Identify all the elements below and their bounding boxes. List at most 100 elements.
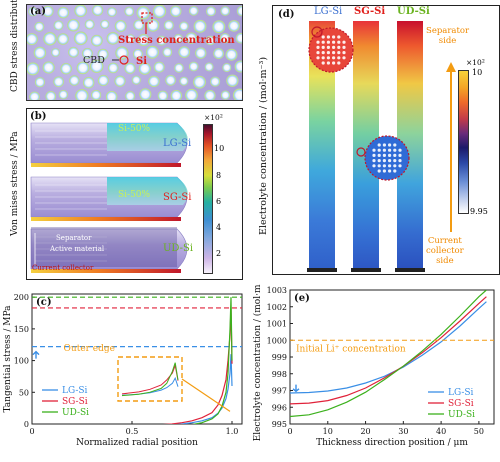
- panel-a: CBD stress distribution (a) Stress conce…: [0, 0, 244, 103]
- inset-dot: [316, 41, 319, 44]
- legend-label: SG-Si: [448, 399, 474, 409]
- direction-arrow-head: [446, 62, 456, 72]
- x-tick-label: 0: [29, 427, 34, 436]
- colorbar-d-top: 10: [472, 68, 482, 77]
- panel-b-label: (b): [30, 111, 46, 122]
- x-tick-label: 20: [360, 427, 370, 436]
- row-label-ud: UD-Si: [163, 243, 193, 254]
- inset-dot: [378, 159, 381, 162]
- inset-dot: [378, 143, 381, 146]
- legend-active-material: Active material: [50, 245, 104, 253]
- x-tick-label: 40: [436, 427, 446, 436]
- inset-dot: [342, 56, 345, 59]
- inset-dot: [383, 154, 386, 157]
- col-label-ud: UD-Si: [397, 6, 430, 17]
- legend-label: SG-Si: [62, 397, 88, 407]
- x-tick-label: 10: [323, 427, 333, 436]
- inset-dot: [322, 46, 325, 49]
- side-bottom-line: Current: [426, 236, 464, 246]
- side-bottom-line: side: [426, 256, 464, 266]
- inset-dot: [398, 159, 401, 162]
- inset-dot: [322, 51, 325, 54]
- inset-dot: [342, 46, 345, 49]
- x-tick-label: 0.5: [126, 427, 139, 436]
- colorbar-d-exponent: ×10²: [466, 58, 485, 67]
- inset-dot: [388, 154, 391, 157]
- inset-dot: [372, 164, 375, 167]
- x-tick-label: 0: [287, 427, 292, 436]
- inset-dot: [337, 46, 340, 49]
- colorbar-b-tick: 10: [214, 144, 224, 153]
- colorbar-d-bottom: 9.95: [470, 207, 488, 216]
- column-base: [307, 268, 337, 272]
- y-tick-label: 997: [272, 387, 287, 396]
- inset-dot: [322, 41, 325, 44]
- inset-dot: [316, 56, 319, 59]
- x-axis-label: Thickness direction position / μm: [316, 438, 468, 448]
- legend-label: LG-Si: [62, 386, 88, 396]
- particle-inset: [309, 28, 353, 72]
- inset-dot: [393, 143, 396, 146]
- legend-separator: Separator: [56, 234, 92, 242]
- panel-label: (e): [294, 293, 310, 304]
- inset-dot: [327, 35, 330, 38]
- side-label-top: Separator side: [426, 26, 469, 46]
- inset-dot: [337, 61, 340, 64]
- inset-dot: [388, 164, 391, 167]
- y-tick-label: 996: [272, 403, 287, 412]
- side-top-line: side: [426, 36, 469, 46]
- inset-dot: [383, 169, 386, 172]
- inset-dot: [337, 35, 340, 38]
- y-tick-label: 1001: [267, 320, 287, 329]
- column-base: [395, 268, 425, 272]
- inset-dot: [322, 61, 325, 64]
- inset-dot: [372, 159, 375, 162]
- inset-dot: [378, 164, 381, 167]
- outer-edge-label: Outer edge: [64, 344, 115, 354]
- x-tick-label: 30: [398, 427, 408, 436]
- inset-dot: [378, 154, 381, 157]
- inset-dot: [337, 51, 340, 54]
- inset-dot: [337, 56, 340, 59]
- side-top-line: Separator: [426, 26, 469, 36]
- colorbar-b-tick: 2: [216, 249, 221, 258]
- inset-dot: [332, 41, 335, 44]
- inset-dot: [327, 56, 330, 59]
- y-tick-label: 995: [272, 420, 287, 429]
- inset-dot: [327, 51, 330, 54]
- inset-dot: [342, 41, 345, 44]
- inset-dot: [316, 46, 319, 49]
- inset-dot: [327, 41, 330, 44]
- inset-dot: [393, 159, 396, 162]
- inset-dot: [372, 149, 375, 152]
- y-tick-label: 100: [14, 357, 29, 366]
- panel-a-markers: [0, 0, 244, 103]
- inset-dot: [378, 169, 381, 172]
- inset-dot: [327, 46, 330, 49]
- x-axis-label: Normalized radial position: [76, 438, 198, 448]
- inset-dot: [332, 51, 335, 54]
- y-tick-label: 150: [14, 325, 29, 334]
- colorbar-b-tick: 6: [216, 197, 221, 206]
- y-tick-label: 50: [19, 388, 29, 397]
- panel-d: Electrolyte concentration / (mol·m⁻³) (d…: [248, 0, 500, 281]
- inset-dot: [388, 159, 391, 162]
- colorbar-b: [203, 124, 213, 274]
- inset-dot: [393, 169, 396, 172]
- inset-dot: [372, 154, 375, 157]
- panel-b-ylabel: Von mises stress / MPa: [10, 131, 20, 236]
- y-tick-label: 999: [272, 353, 287, 362]
- particle-inset: [365, 136, 409, 180]
- inset-dot: [398, 154, 401, 157]
- inset-dot: [337, 41, 340, 44]
- inset-dot: [388, 169, 391, 172]
- inset-dot: [316, 51, 319, 54]
- panel-d-label: (d): [278, 9, 294, 20]
- y-tick-label: 998: [272, 370, 287, 379]
- y-tick-label: 1002: [267, 303, 287, 312]
- legend-label: UD-Si: [448, 410, 475, 420]
- inset-si-50-sg: Si-50%: [118, 190, 150, 200]
